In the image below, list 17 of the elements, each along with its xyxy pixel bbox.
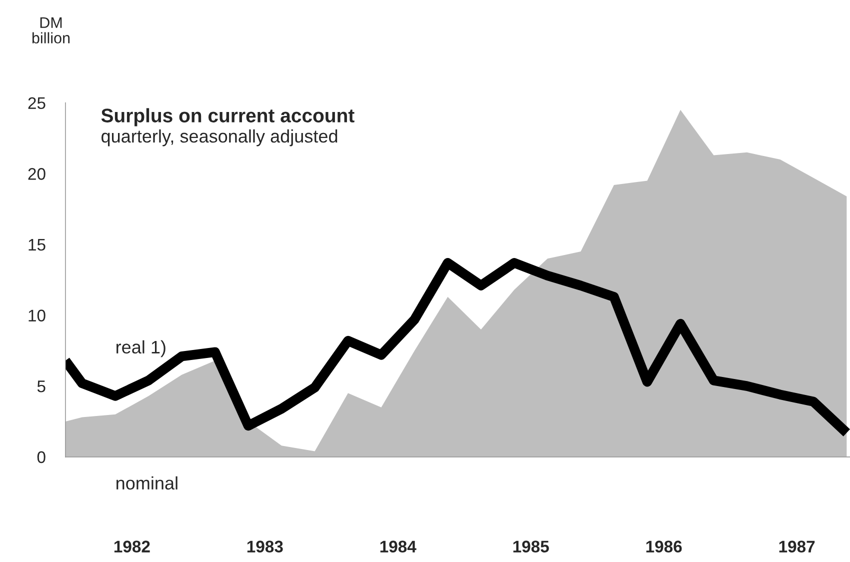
- x-tick-label: 1983: [247, 540, 283, 553]
- text: quarterly, seasonally adjusted: [102, 129, 338, 146]
- y-tick-label: 20: [28, 168, 46, 180]
- x-tick-label: 1984: [380, 540, 416, 552]
- series-label: real 1): [116, 340, 166, 358]
- y-tick-label: 25: [28, 97, 46, 110]
- series-label: nominal: [116, 476, 178, 490]
- y-axis-title: DM billion: [32, 17, 70, 44]
- y-tick-label: 5: [37, 380, 46, 392]
- x-tick-label: 1986: [646, 540, 682, 552]
- x-tick-label: 1987: [779, 540, 815, 552]
- y-tick-label: 15: [28, 239, 46, 251]
- x-tick-label: 1985: [513, 540, 549, 552]
- y-tick-label: 10: [28, 310, 46, 322]
- x-tick-label: 1982: [114, 540, 150, 552]
- y-tick-label: 0: [37, 451, 46, 464]
- chart-title: Surplus on current account: [101, 108, 354, 126]
